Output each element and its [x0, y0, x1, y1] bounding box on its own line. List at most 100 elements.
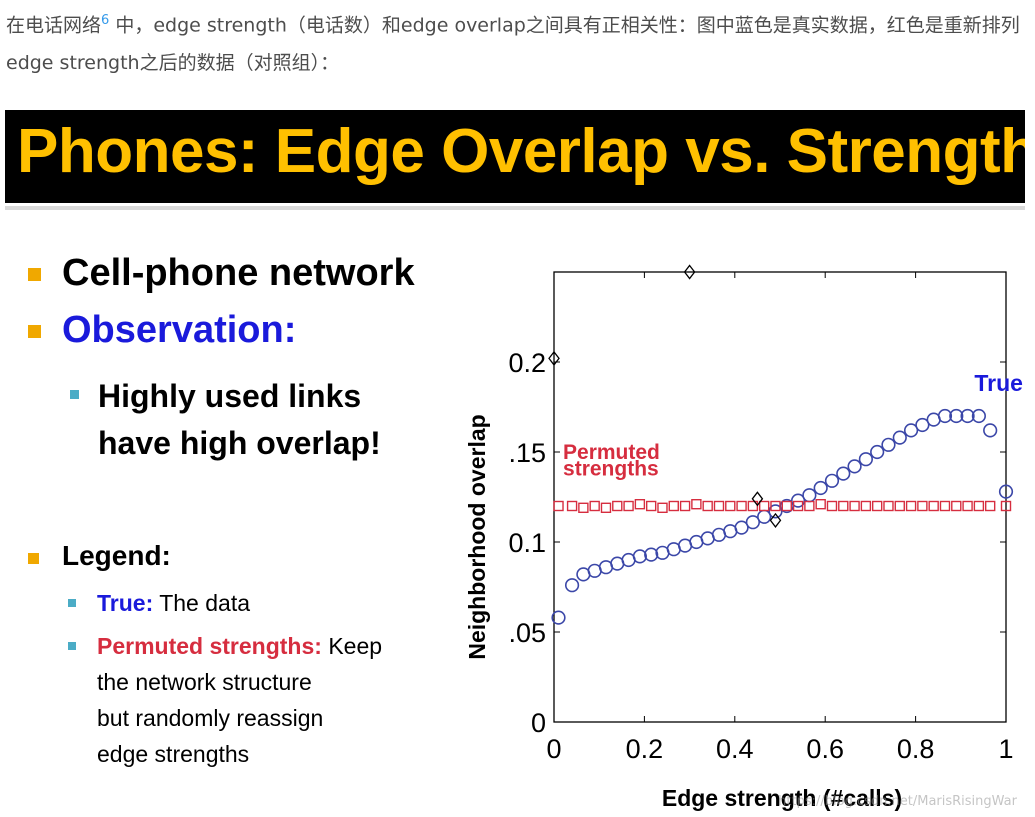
permuted-data-point — [973, 500, 985, 512]
true-data-point — [564, 578, 580, 593]
slide-title: Phones: Edge Overlap vs. Strength — [17, 117, 1025, 186]
permuted-data-point — [871, 500, 883, 512]
true-data-point — [551, 610, 566, 625]
permuted-data-point — [600, 502, 612, 513]
true-data-point — [745, 515, 760, 530]
chart-annotation: strengths — [563, 457, 659, 480]
true-data-point — [937, 408, 953, 424]
diamond-data-point — [683, 264, 696, 280]
y-tick-label: 0 — [531, 708, 546, 738]
legend-true-label: True: — [97, 590, 154, 616]
bullet-legend: Legend: — [62, 540, 171, 571]
sub-bullet-square-icon — [68, 642, 76, 650]
true-data-point — [881, 437, 896, 452]
permuted-data-point — [984, 500, 996, 512]
legend-permuted-line4: edge strengths — [97, 741, 250, 767]
permuted-data-point — [826, 500, 838, 512]
true-data-point — [768, 504, 783, 519]
permuted-data-point — [894, 500, 905, 512]
true-data-point — [903, 423, 919, 438]
bullet-highly-line1: Highly used links — [98, 378, 362, 414]
intro-paragraph: 在电话网络6 中，edge strength（电话数）和edge overlap… — [6, 2, 1026, 82]
bullet-square-icon — [28, 553, 39, 564]
true-data-point — [858, 452, 873, 467]
chart-labels: 0 0.2 0.4 0.6 0.8 1 0 .05 0.1 .15 0.2 Edge strength… — [464, 348, 1023, 811]
series-square — [553, 499, 1012, 513]
true-data-point — [847, 459, 862, 474]
permuted-data-point — [1000, 500, 1012, 512]
permuted-data-point — [679, 500, 691, 512]
sub-bullet-square-icon — [68, 599, 76, 607]
true-data-point — [998, 484, 1014, 499]
footnote-link[interactable]: 6 — [101, 13, 110, 28]
plot-frame — [553, 271, 1007, 723]
permuted-data-point — [838, 500, 849, 512]
x-axis-label: Edge strength (#calls) — [662, 785, 902, 811]
series-circle — [551, 408, 1014, 625]
plot-area-border — [553, 271, 1007, 723]
true-data-point — [983, 423, 998, 438]
legend-permuted-line3: but randomly reassign — [97, 705, 324, 731]
permuted-data-point — [849, 500, 860, 512]
permuted-data-point — [962, 500, 973, 512]
x-tick-label: 0.6 — [806, 734, 844, 764]
watermark: https://blog.csdn.net/MarisRisingWar — [778, 794, 1017, 809]
y-tick-label: .15 — [508, 438, 546, 468]
bullet-square-icon — [28, 268, 41, 281]
permuted-data-point — [634, 499, 646, 510]
y-tick-label: .05 — [508, 618, 546, 648]
legend-permuted-text: Keep — [321, 633, 383, 659]
true-data-point — [632, 549, 647, 564]
true-data-point — [960, 408, 975, 424]
axis-ticks — [553, 272, 1007, 723]
bullet-cell-phone: Cell-phone network — [62, 252, 415, 294]
true-data-point — [734, 520, 749, 535]
x-tick-label: 0.2 — [626, 734, 664, 764]
true-data-point — [790, 493, 806, 508]
legend-permuted: Permuted strengths: Keep — [97, 633, 382, 660]
permuted-data-point — [792, 500, 804, 512]
diamond-data-point — [548, 350, 560, 366]
chart-annotation: True — [974, 370, 1023, 396]
permuted-data-point — [713, 500, 725, 512]
y-axis-label: Neighborhood overlap — [464, 414, 490, 659]
bullet-square-icon — [28, 325, 41, 338]
true-data-point — [971, 408, 986, 424]
permuted-data-point — [917, 500, 928, 512]
legend-permuted-line2: the network structure — [97, 669, 312, 695]
permuted-data-point — [645, 500, 657, 512]
slide-title-banner: Phones: Edge Overlap vs. Strength — [5, 110, 1025, 203]
permuted-data-point — [566, 500, 578, 512]
permuted-data-point — [758, 500, 770, 512]
chart-annotation: Permuted — [563, 441, 660, 464]
permuted-data-point — [815, 499, 826, 510]
permuted-data-point — [623, 500, 634, 512]
permuted-data-point — [770, 500, 781, 512]
intro-text-before: 在电话网络 — [6, 14, 102, 37]
permuted-data-point — [702, 500, 713, 512]
legend-permuted-label: Permuted strengths: — [97, 633, 322, 659]
true-data-point — [644, 547, 659, 562]
true-data-point — [949, 408, 964, 424]
permuted-data-point — [612, 500, 623, 512]
permuted-data-point — [578, 502, 589, 513]
y-tick-label: 0.1 — [508, 528, 546, 558]
x-tick-label: 1 — [998, 734, 1013, 764]
permuted-data-point — [691, 499, 702, 510]
diamond-data-point — [751, 491, 764, 507]
true-data-point — [824, 473, 840, 488]
permuted-data-point — [589, 500, 600, 512]
permuted-data-point — [736, 500, 747, 512]
permuted-data-point — [668, 500, 679, 512]
bullet-observation: Observation: — [62, 309, 297, 351]
legend-true: True: The data — [97, 590, 250, 617]
permuted-data-point — [939, 500, 951, 512]
x-tick-label: 0.8 — [897, 734, 935, 764]
x-tick-label: 0 — [546, 734, 561, 764]
x-tick-label: 0.4 — [716, 734, 754, 764]
true-data-point — [892, 430, 907, 445]
bullet-highly-line2: have high overlap! — [98, 425, 381, 461]
title-divider — [5, 206, 1025, 210]
permuted-data-point — [883, 500, 894, 512]
